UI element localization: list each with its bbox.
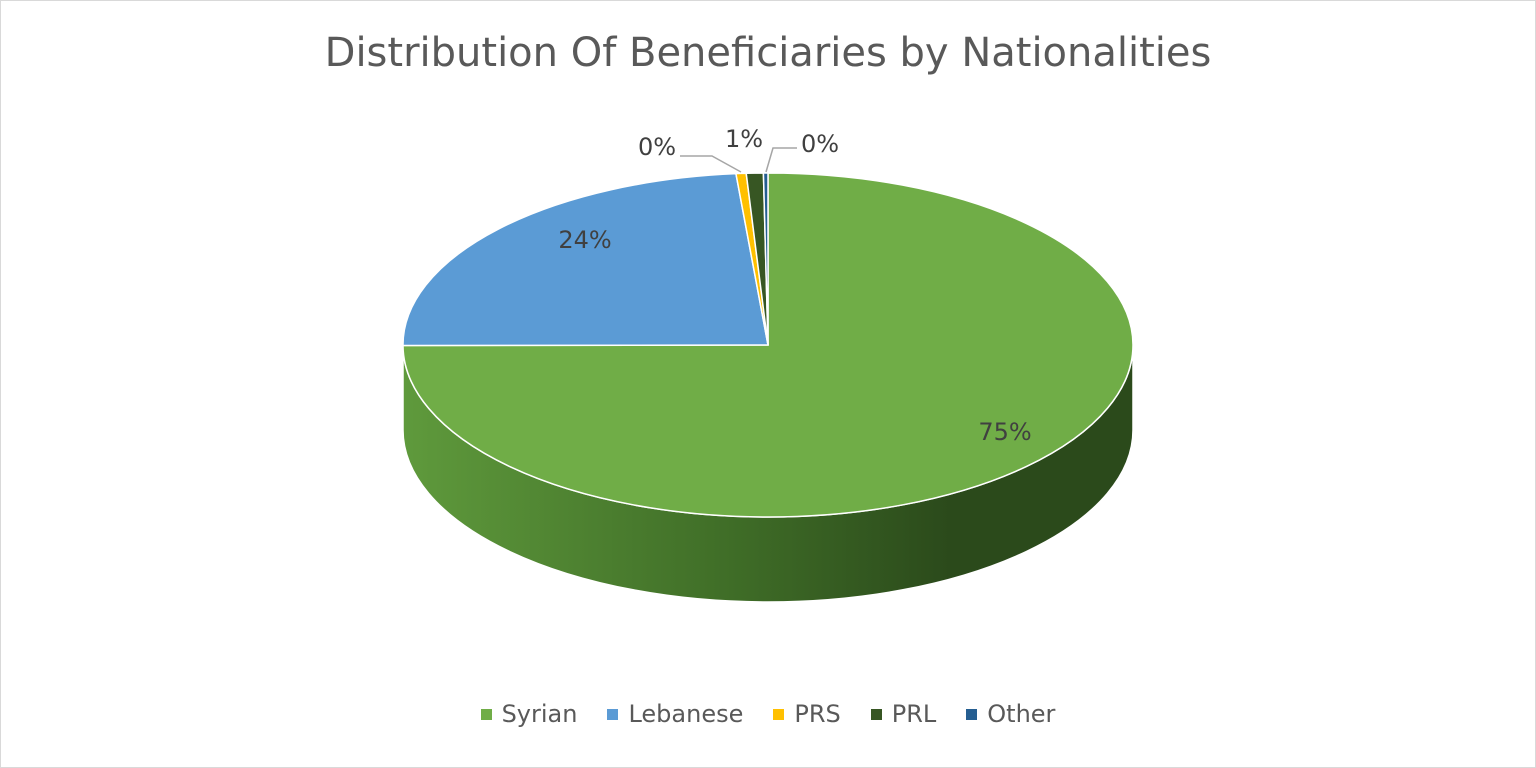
leader-line-other (765, 147, 797, 173)
leader-line-prs (680, 155, 742, 173)
legend-swatch-prl (870, 708, 882, 720)
legend-item-syrian: Syrian (480, 700, 578, 728)
legend: Syrian Lebanese PRS PRL Other (0, 700, 1536, 728)
legend-swatch-other (966, 708, 978, 720)
legend-item-prs: PRS (773, 700, 841, 728)
data-label-prl: 1% (725, 125, 763, 153)
legend-item-prl: PRL (870, 700, 937, 728)
data-label-syrian: 75% (978, 418, 1031, 446)
pie-slice-other (762, 172, 769, 346)
data-label-lebanese: 24% (558, 226, 611, 254)
chart-title: Distribution Of Beneficiaries by Nationa… (324, 30, 1212, 76)
legend-label-lebanese: Lebanese (628, 700, 744, 728)
legend-item-other: Other (966, 700, 1055, 728)
legend-swatch-prs (773, 708, 785, 720)
data-label-other: 0% (801, 130, 839, 158)
legend-label-prs: PRS (794, 700, 841, 728)
legend-label-prl: PRL (891, 700, 937, 728)
legend-swatch-lebanese (607, 708, 619, 720)
legend-label-other: Other (987, 700, 1056, 728)
legend-item-lebanese: Lebanese (607, 700, 743, 728)
legend-swatch-syrian (480, 708, 492, 720)
legend-label-syrian: Syrian (501, 700, 578, 728)
data-label-prs: 0% (638, 133, 676, 161)
pie-slice-lebanese (402, 172, 769, 347)
